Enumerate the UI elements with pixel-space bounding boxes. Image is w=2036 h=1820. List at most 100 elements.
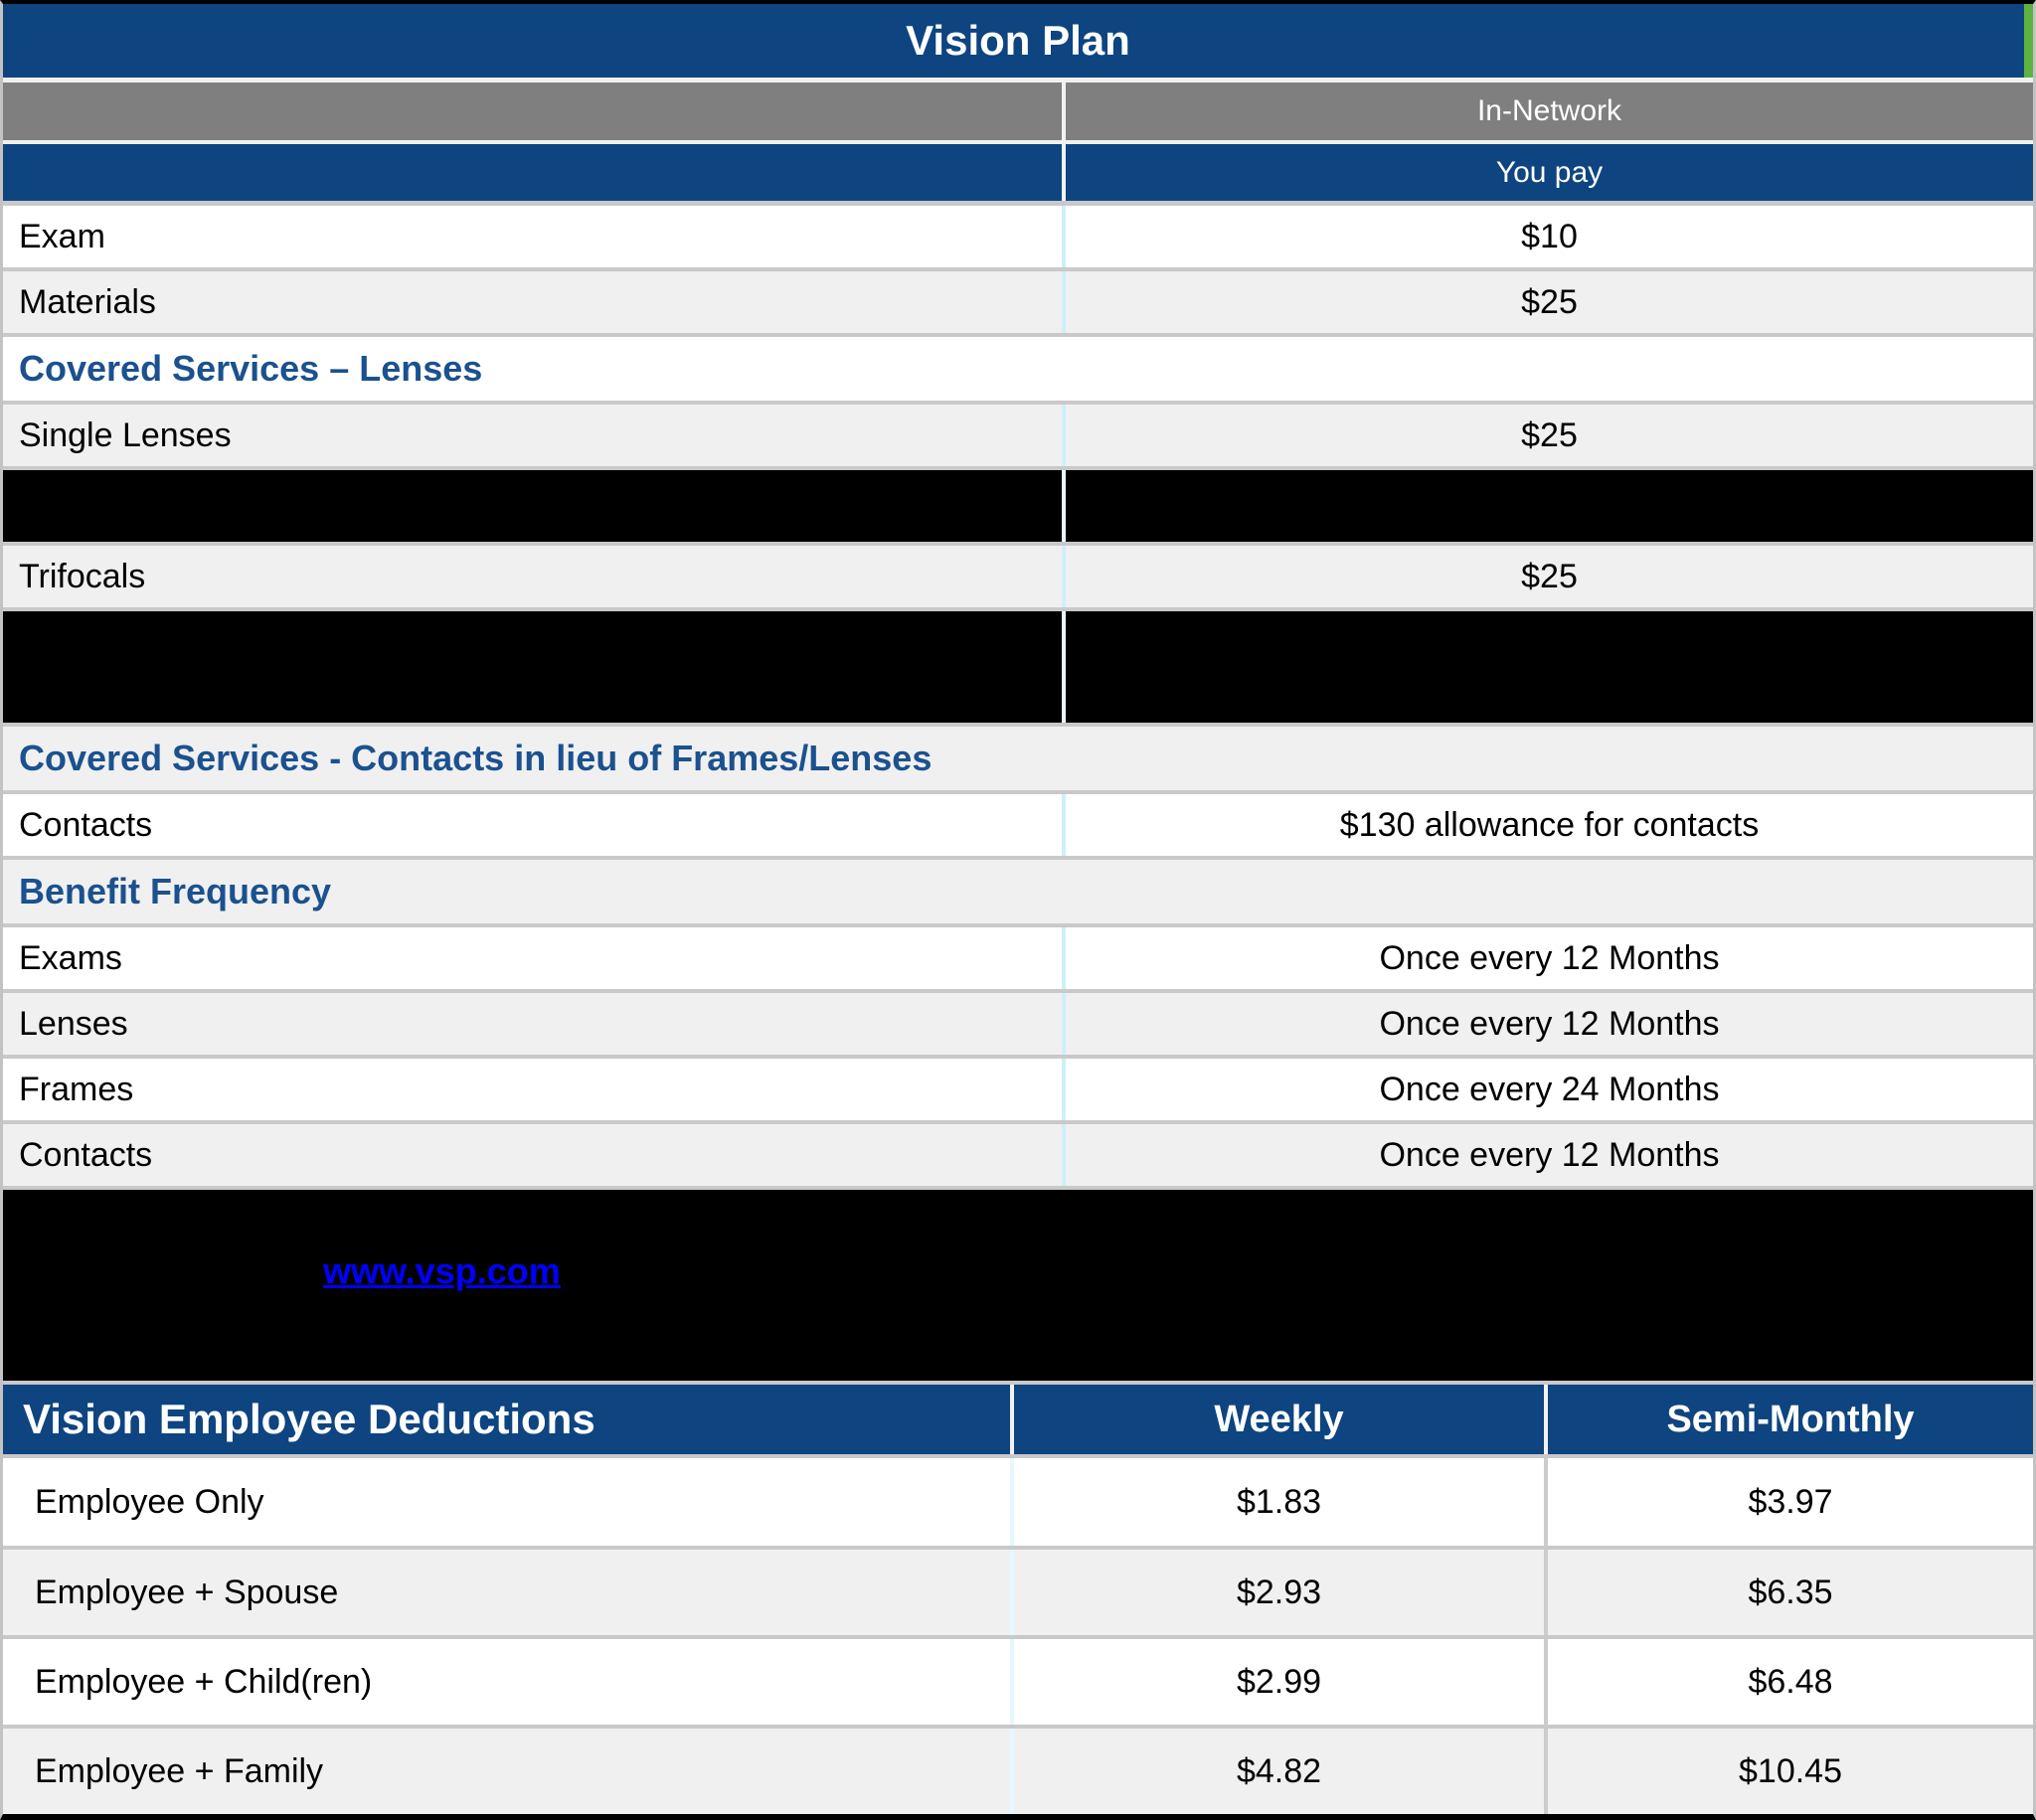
section-header-row: Covered Services - Contacts in lieu of F…	[3, 727, 2033, 790]
you-pay-header: You pay	[1495, 155, 1604, 189]
row-separator	[3, 542, 2033, 546]
page-title: Vision Plan	[906, 17, 1130, 64]
column-divider	[1062, 546, 1066, 607]
semi-monthly-value: $6.35	[1748, 1572, 1833, 1611]
column-divider	[1062, 611, 1066, 723]
service-label: Frames	[19, 1070, 134, 1108]
column-divider	[1544, 1550, 1548, 1635]
weekly-value: $1.83	[1236, 1482, 1322, 1521]
row-separator	[3, 267, 2033, 271]
redacted-cell	[3, 470, 1062, 542]
row-separator	[3, 1725, 2033, 1729]
row-separator	[3, 333, 2033, 337]
service-value: Once every 12 Months	[1379, 1135, 1720, 1174]
section-header-row: Benefit Frequency	[3, 860, 2033, 923]
column-divider	[1010, 1458, 1014, 1546]
semi-monthly-column-header: Semi-Monthly	[1666, 1398, 1915, 1440]
benefit-row: Exams Once every 12 Months	[3, 927, 2033, 989]
section-header-row: Covered Services – Lenses	[3, 337, 2033, 401]
column-divider	[1010, 1385, 1014, 1454]
benefit-row: Frames Once every 24 Months	[3, 1059, 2033, 1120]
column-divider	[1062, 993, 1066, 1055]
redacted-note-block: www.vsp.com	[3, 1190, 2033, 1381]
column-divider	[1544, 1458, 1548, 1546]
column-divider	[1010, 1729, 1014, 1814]
semi-monthly-value: $3.97	[1748, 1482, 1833, 1521]
column-divider	[1010, 1639, 1014, 1725]
service-value: Once every 12 Months	[1379, 1004, 1720, 1043]
service-label: Contacts	[19, 805, 153, 844]
service-label: Trifocals	[19, 557, 146, 595]
column-divider	[1062, 1124, 1066, 1186]
row-separator	[3, 1055, 2033, 1059]
column-divider	[1544, 1385, 1548, 1454]
empty-header-cell	[3, 83, 1062, 140]
redacted-cell	[1066, 611, 2033, 723]
column-divider	[1062, 271, 1066, 333]
column-divider	[1010, 1550, 1014, 1635]
section-title: Benefit Frequency	[19, 871, 332, 911]
row-separator	[3, 1120, 2033, 1124]
column-divider	[1062, 206, 1066, 267]
column-divider	[1062, 927, 1066, 989]
benefit-row: Materials $25	[3, 271, 2033, 333]
tier-label: Employee + Child(ren)	[35, 1662, 373, 1701]
service-label: Materials	[19, 282, 156, 321]
redacted-cell	[1066, 470, 2033, 542]
row-separator	[3, 1454, 2033, 1458]
deductions-rows: Employee Only $1.83 $3.97 Employee + Spo…	[3, 1458, 2033, 1814]
deductions-title: Vision Employee Deductions	[23, 1396, 595, 1442]
you-pay-header-row: You pay	[3, 144, 2033, 201]
row-separator	[3, 1635, 2033, 1639]
weekly-value: $4.82	[1236, 1751, 1322, 1790]
service-label: Exams	[19, 938, 122, 977]
in-network-header: In-Network	[1476, 94, 1622, 127]
deduction-row: Employee + Family $4.82 $10.45	[3, 1729, 2033, 1814]
service-value: Once every 12 Months	[1379, 938, 1720, 977]
row-separator	[3, 401, 2033, 405]
service-value: Once every 24 Months	[1379, 1070, 1720, 1108]
row-separator	[3, 923, 2033, 927]
tier-label: Employee + Family	[35, 1751, 324, 1790]
service-value: $25	[1521, 282, 1578, 321]
column-divider	[1062, 1059, 1066, 1120]
service-label: Single Lenses	[19, 415, 232, 454]
row-separator	[3, 201, 2033, 206]
service-label: Exam	[19, 217, 105, 255]
benefit-row: Contacts Once every 12 Months	[3, 1124, 2033, 1186]
deduction-row: Employee Only $1.83 $3.97	[3, 1458, 2033, 1546]
benefit-row: Contacts $130 allowance for contacts	[3, 794, 2033, 856]
column-divider	[1062, 83, 1066, 140]
benefit-row: Exam $10	[3, 206, 2033, 267]
row-separator	[3, 723, 2033, 727]
service-value: $130 allowance for contacts	[1339, 805, 1760, 844]
weekly-column-header: Weekly	[1214, 1398, 1344, 1440]
column-divider	[1062, 405, 1066, 466]
row-separator	[3, 856, 2033, 860]
vsp-website-link[interactable]: www.vsp.com	[323, 1250, 561, 1291]
deduction-row: Employee + Spouse $2.93 $6.35	[3, 1550, 2033, 1635]
service-value: $25	[1521, 415, 1578, 454]
section-title: Covered Services – Lenses	[19, 348, 483, 389]
vision-plan-title-row: Vision Plan	[3, 4, 2033, 78]
green-edge-artifact	[2024, 4, 2033, 78]
service-label: Lenses	[19, 1004, 128, 1043]
section-title: Covered Services - Contacts in lieu of F…	[19, 738, 933, 778]
main-table-rows: Exam $10 Materials $25 Covered Services …	[3, 206, 2033, 1190]
service-value: $10	[1521, 217, 1578, 255]
redacted-cell	[3, 611, 1062, 723]
column-divider	[1062, 470, 1066, 542]
column-divider	[1544, 1729, 1548, 1814]
row-separator	[3, 607, 2033, 611]
row-separator	[3, 140, 2033, 144]
empty-header-cell	[3, 144, 1062, 201]
row-separator	[3, 790, 2033, 794]
redacted-row	[3, 470, 2033, 542]
in-network-header-row: In-Network	[3, 83, 2033, 140]
semi-monthly-value: $6.48	[1748, 1662, 1833, 1701]
benefit-row: Single Lenses $25	[3, 405, 2033, 466]
row-separator	[3, 1381, 2033, 1385]
weekly-value: $2.93	[1236, 1572, 1322, 1611]
column-divider	[1544, 1639, 1548, 1725]
